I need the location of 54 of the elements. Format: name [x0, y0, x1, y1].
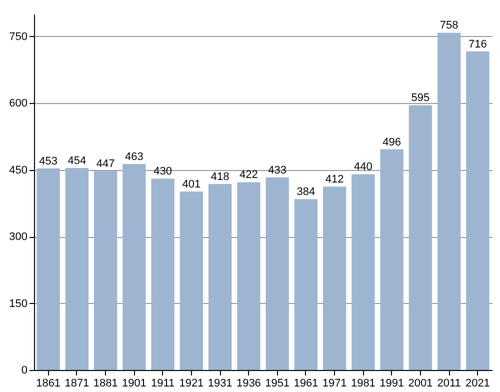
- x-tick-label: 1961: [294, 378, 318, 390]
- bar: [294, 199, 318, 370]
- bar: [466, 51, 490, 370]
- bar: [151, 178, 174, 370]
- bar: [352, 174, 375, 370]
- data-label: 496: [382, 136, 401, 148]
- x-tick-label: 1931: [208, 378, 232, 390]
- bar: [94, 171, 118, 370]
- bar: [408, 105, 432, 370]
- y-tick-label: 0: [21, 364, 28, 376]
- data-label: 401: [182, 178, 201, 191]
- data-label: 447: [96, 158, 115, 170]
- x-tick-label: 1991: [380, 378, 404, 390]
- data-label: 430: [154, 166, 172, 178]
- x-tick-label: 2001: [408, 378, 433, 390]
- y-tick-label: 750: [9, 30, 28, 43]
- data-label: 463: [125, 150, 144, 163]
- x-tick-label: 1901: [122, 378, 146, 390]
- data-label: 418: [210, 170, 230, 183]
- bar: [65, 168, 89, 370]
- x-tick-label: 1911: [150, 378, 175, 390]
- y-tick-label: 300: [9, 231, 28, 243]
- x-tick-label: 2021: [465, 378, 490, 390]
- y-tick-label: 600: [9, 98, 28, 110]
- bar: [322, 186, 346, 370]
- x-tick-label: 1921: [179, 378, 204, 390]
- data-label: 412: [325, 174, 344, 186]
- bar: [437, 32, 461, 370]
- data-label: 384: [296, 186, 316, 198]
- data-label: 454: [68, 154, 86, 167]
- y-tick-label: 150: [9, 298, 28, 310]
- bar: [36, 168, 60, 370]
- y-tick-label: 450: [9, 164, 28, 176]
- bar: [122, 164, 146, 370]
- x-tick-label: 2011: [437, 378, 461, 390]
- x-tick-label: 1971: [322, 378, 347, 390]
- data-label: 716: [468, 38, 487, 50]
- data-label: 453: [39, 155, 58, 168]
- x-tick-label: 1951: [265, 378, 290, 390]
- data-label: 433: [268, 164, 286, 176]
- data-label: 758: [440, 20, 458, 32]
- x-tick-label: 1861: [36, 378, 61, 390]
- data-label: 440: [354, 161, 372, 174]
- data-label: 595: [411, 92, 430, 104]
- bar: [180, 192, 204, 370]
- bar: [380, 149, 404, 370]
- x-tick-label: 1981: [350, 378, 376, 390]
- bar: [266, 177, 289, 370]
- x-tick-label: 1881: [93, 378, 118, 390]
- x-tick-label: 1871: [64, 378, 90, 390]
- data-label: 422: [240, 169, 258, 182]
- bar: [237, 182, 260, 370]
- bar: [208, 184, 232, 370]
- x-tick-label: 1936: [236, 378, 261, 390]
